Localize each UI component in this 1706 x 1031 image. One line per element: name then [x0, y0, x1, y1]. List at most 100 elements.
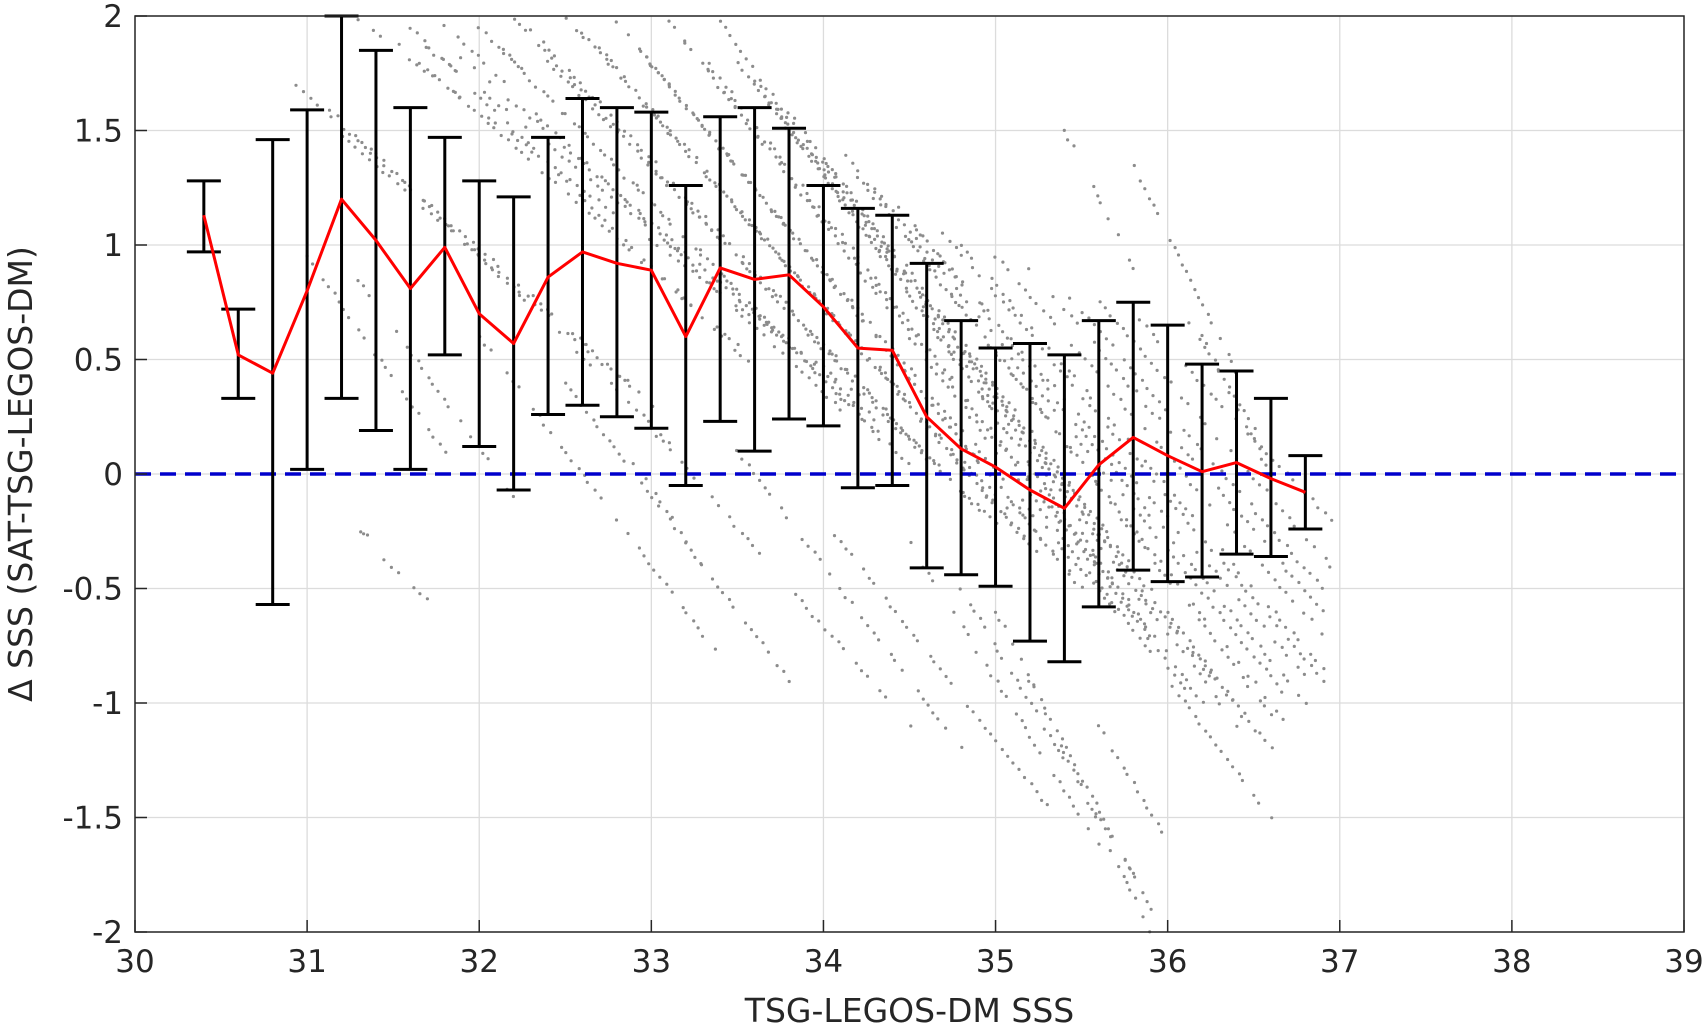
mean-line-path — [202, 197, 1306, 510]
scatter-point — [1010, 521, 1014, 525]
scatter-point — [891, 209, 895, 213]
scatter-point — [647, 160, 651, 164]
scatter-point — [497, 104, 501, 108]
scatter-point — [457, 96, 461, 100]
scatter-point — [1096, 194, 1100, 198]
scatter-point — [1127, 608, 1131, 612]
scatter-point — [894, 225, 899, 230]
scatter-point — [986, 343, 990, 347]
scatter-point — [426, 68, 430, 72]
scatter-point — [800, 370, 804, 374]
x-tick-label: 31 — [287, 944, 326, 980]
scatter-point — [1117, 563, 1121, 567]
scatter-point — [539, 118, 543, 122]
scatter-point — [983, 726, 987, 730]
scatter-point — [912, 438, 916, 442]
scatter-point — [1156, 211, 1160, 216]
scatter-point — [1052, 458, 1056, 462]
scatter-point — [1150, 411, 1154, 415]
scatter-point — [722, 90, 727, 94]
scatter-point — [568, 76, 572, 80]
scatter-point — [301, 90, 306, 94]
scatter-point — [568, 151, 573, 155]
scatter-point — [1051, 480, 1055, 484]
scatter-point — [960, 745, 964, 750]
scatter-point — [566, 80, 570, 84]
scatter-point — [1009, 500, 1014, 504]
scatter-point — [1203, 664, 1207, 668]
scatter-point — [417, 411, 421, 415]
scatter-point — [801, 183, 805, 187]
scatter-point — [923, 256, 927, 261]
scatter-point — [767, 320, 771, 324]
scatter-point — [916, 249, 920, 253]
scatter-point — [443, 397, 447, 401]
scatter-point — [481, 451, 485, 455]
scatter-point — [1253, 511, 1258, 516]
scatter-point — [1125, 518, 1129, 522]
scatter-point — [711, 76, 716, 80]
scatter-point — [750, 223, 754, 228]
scatter-point — [838, 586, 842, 591]
scatter-point — [762, 323, 766, 327]
scatter-point — [689, 207, 693, 211]
scatter-point — [1091, 532, 1095, 536]
scatter-point — [1011, 306, 1015, 310]
scatter-point — [684, 611, 688, 615]
scatter-point — [931, 711, 935, 715]
scatter-point — [928, 348, 932, 352]
scatter-point — [673, 89, 677, 93]
scatter-point — [1039, 489, 1043, 493]
scatter-point — [637, 390, 641, 394]
scatter-point — [900, 456, 904, 460]
scatter-point — [1049, 488, 1053, 492]
scatter-point — [999, 485, 1003, 489]
scatter-point — [698, 215, 702, 219]
scatter-point — [1081, 460, 1085, 464]
scatter-point — [1147, 496, 1152, 500]
scatter-point — [732, 524, 736, 528]
scatter-point — [957, 303, 961, 308]
scatter-point — [601, 118, 606, 122]
scatter-point — [637, 546, 642, 550]
scatter-point — [1023, 288, 1028, 292]
scatter-point — [796, 319, 801, 323]
scatter-point — [867, 234, 871, 238]
scatter-point — [1266, 605, 1270, 609]
scatter-point — [1090, 443, 1094, 447]
scatter-point — [983, 335, 987, 339]
scatter-point — [885, 247, 889, 251]
scatter-point — [907, 400, 912, 405]
scatter-point — [1106, 576, 1110, 580]
scatter-point — [546, 94, 550, 98]
scatter-point — [1005, 431, 1009, 435]
scatter-point — [1302, 672, 1306, 677]
scatter-point — [1258, 447, 1262, 451]
scatter-point — [1011, 503, 1015, 507]
scatter-point — [878, 290, 882, 294]
scatter-point — [665, 509, 669, 514]
scatter-point — [757, 551, 762, 555]
scatter-point — [989, 328, 993, 333]
scatter-point — [773, 209, 777, 213]
scatter-point — [774, 101, 778, 105]
scatter-point — [1163, 573, 1167, 577]
scatter-point — [1055, 528, 1059, 533]
scatter-point — [608, 125, 613, 129]
scatter-point — [1080, 311, 1084, 315]
scatter-point — [843, 367, 847, 371]
scatter-point — [631, 462, 635, 466]
scatter-point — [1022, 426, 1026, 430]
scatter-point — [843, 241, 848, 245]
scatter-point — [612, 163, 616, 167]
scatter-point — [866, 214, 870, 218]
scatter-point — [1277, 464, 1281, 469]
scatter-point — [885, 258, 889, 262]
scatter-point — [634, 408, 639, 412]
scatter-point — [549, 431, 553, 435]
scatter-point — [1101, 569, 1105, 574]
scatter-point — [1046, 416, 1050, 420]
scatter-point — [834, 189, 838, 193]
scatter-point — [627, 400, 631, 404]
scatter-point — [563, 112, 567, 116]
